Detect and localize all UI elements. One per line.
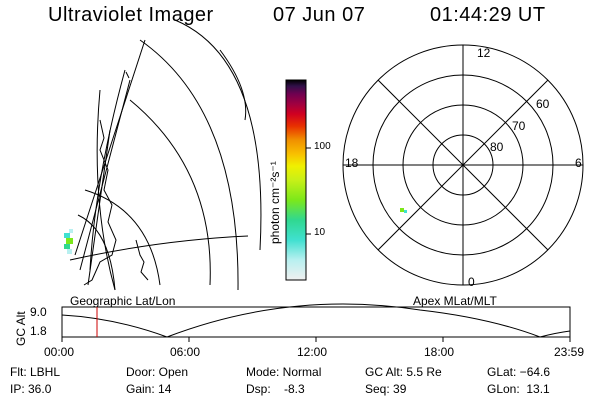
map-lat-line [69, 235, 249, 261]
glat-label: GLat: −64.6 [487, 365, 551, 379]
colorbar-tick-label: 100 [314, 141, 331, 152]
mlt-label-6: 6 [575, 156, 582, 170]
x-tick-label: 23:59 [554, 345, 585, 359]
filter-label: Flt: LBHL [10, 365, 61, 379]
map-lat-line [84, 189, 161, 286]
map-lon-line [129, 99, 211, 286]
x-tick-label: 00:00 [44, 345, 75, 359]
time-label: 01:44:29 UT [430, 4, 546, 26]
x-tick-label: 12:00 [297, 345, 328, 359]
polar-emission-spot [404, 210, 407, 213]
map-lon-line [174, 19, 262, 251]
seq-label: Seq: 39 [365, 382, 407, 396]
app-title: Ultraviolet Imager [48, 4, 214, 26]
map-lon-line [139, 39, 239, 291]
colorbar-tick-label: 10 [314, 227, 326, 238]
altitude-ylabel: GC Alt [14, 311, 28, 346]
ip-label: IP: 36.0 [10, 382, 52, 396]
mlt-label-12: 12 [477, 46, 491, 60]
coastline [83, 119, 117, 286]
dsp-label: Dsp: -8.3 [246, 382, 305, 396]
polar-diagonal [377, 79, 549, 251]
lat-label-70: 70 [512, 119, 526, 133]
x-tick-label: 06:00 [170, 345, 201, 359]
altitude-plot-frame [61, 306, 571, 338]
coastline [135, 239, 149, 281]
glon-label: GLon: 13.1 [487, 382, 550, 396]
map-lat-line [77, 214, 116, 291]
polar-emission-spot [400, 208, 404, 212]
gain-label: Gain: 14 [126, 382, 172, 396]
map-lon-line [219, 49, 247, 121]
coastline [125, 71, 130, 79]
altitude-ytick-bottom: 1.8 [30, 324, 47, 338]
date-label: 07 Jun 07 [273, 4, 366, 26]
door-label: Door: Open [126, 365, 189, 379]
lat-label-60: 60 [536, 97, 550, 111]
left-map-caption: Geographic Lat/Lon [70, 294, 176, 308]
lat-label-80: 80 [490, 140, 504, 154]
emission-patch [64, 229, 73, 254]
altitude-xticks [61, 337, 571, 342]
mlt-label-0: 0 [468, 275, 475, 289]
gcalt-label: GC Alt: 5.5 Re [365, 365, 442, 379]
altitude-curve [61, 303, 571, 338]
mlt-label-18: 18 [345, 156, 359, 170]
x-tick-label: 18:00 [424, 345, 455, 359]
map-meridian [87, 129, 111, 286]
map-meridian [79, 79, 131, 271]
map-meridian [74, 39, 146, 256]
altitude-ytick-top: 9.0 [30, 305, 47, 319]
colorbar-scale [285, 79, 307, 281]
mode-label: Mode: Normal [246, 365, 322, 379]
polar-caption: Apex MLat/MLT [413, 294, 497, 308]
